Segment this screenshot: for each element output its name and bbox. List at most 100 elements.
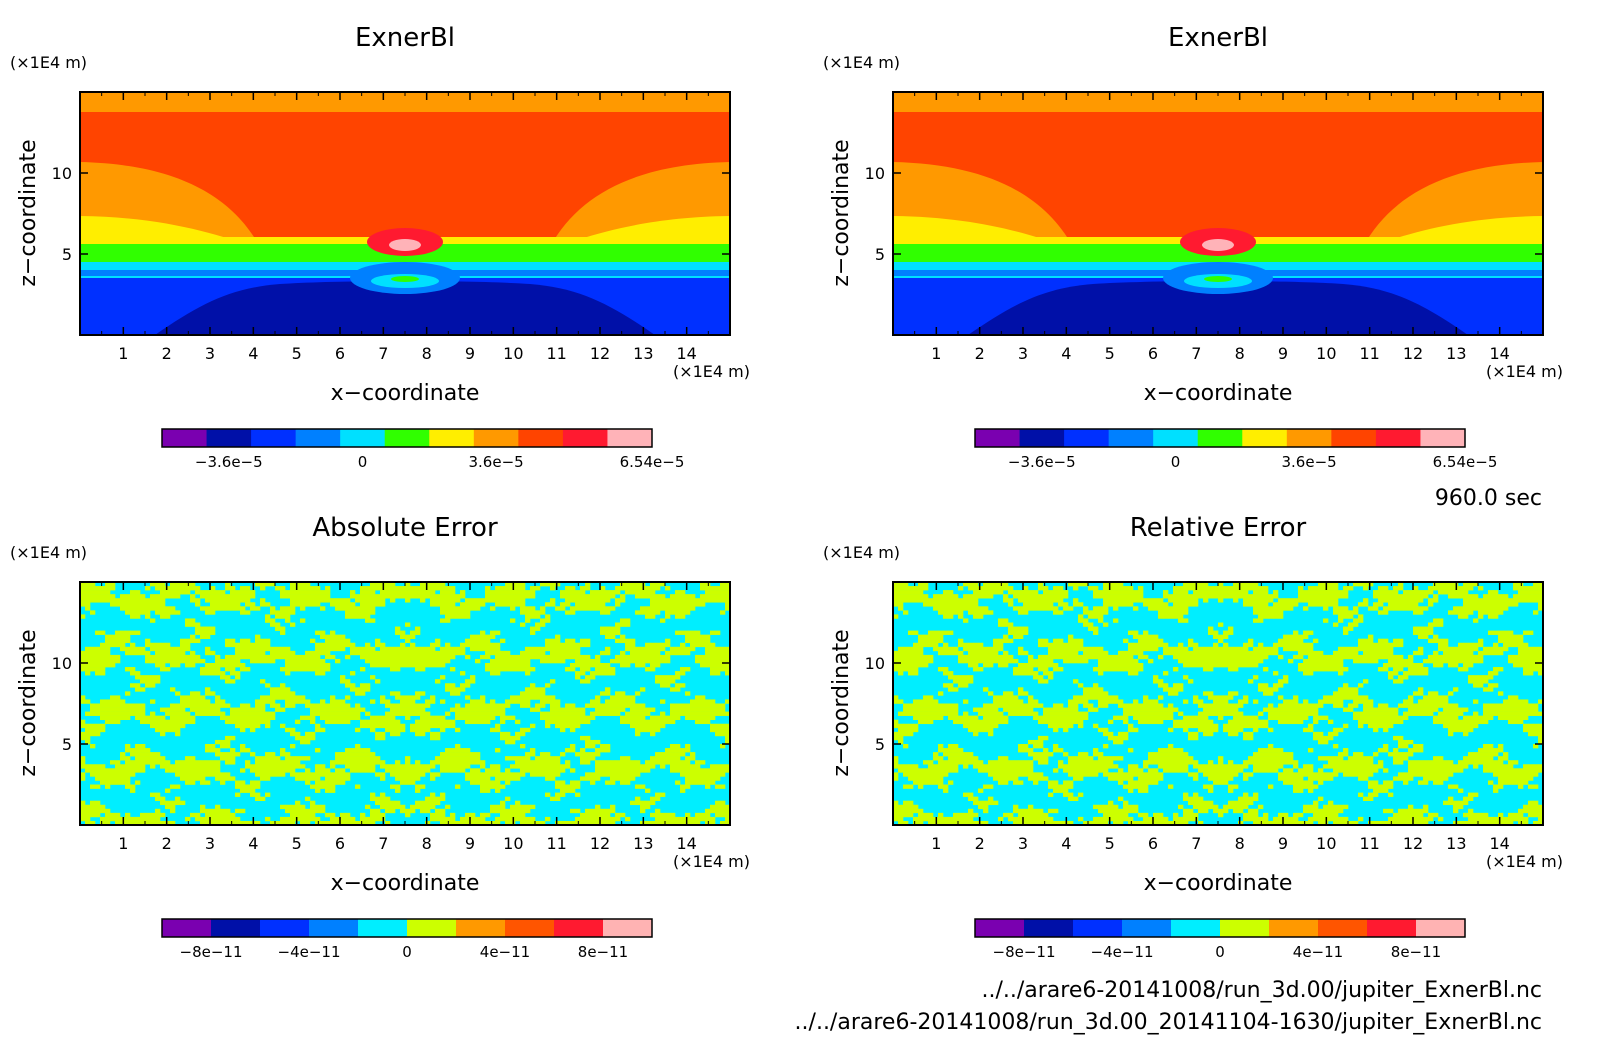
- colorbar-swatch: [1287, 429, 1332, 447]
- x-tick-label: 14: [676, 344, 696, 363]
- colorbar-tick-label: −3.6e−5: [1008, 453, 1076, 471]
- y-unit-label: (×1E4 m): [10, 543, 87, 562]
- x-tick-label: 5: [292, 834, 302, 853]
- x-tick-label: 11: [1359, 834, 1379, 853]
- colorbar-swatch: [1318, 919, 1367, 937]
- x-tick-label: 3: [1018, 344, 1028, 363]
- x-tick-label: 12: [1403, 344, 1423, 363]
- colorbar-tick-label: −4e−11: [1091, 943, 1154, 961]
- colorbar-tick-label: −8e−11: [993, 943, 1056, 961]
- y-tick-label: 10: [52, 654, 72, 673]
- contour-field: [893, 582, 1543, 825]
- colorbar-tick-label: 4e−11: [1293, 943, 1343, 961]
- x-tick-label: 11: [546, 344, 566, 363]
- x-tick-label: 12: [1403, 834, 1423, 853]
- colorbar-swatch: [1420, 429, 1465, 447]
- x-tick-label: 4: [248, 834, 258, 853]
- file-path-1: ../../arare6-20141008/run_3d.00/jupiter_…: [981, 978, 1542, 1003]
- y-tick-label: 5: [62, 245, 72, 264]
- colorbar-swatch: [162, 919, 211, 937]
- colorbar-tick-label: 8e−11: [578, 943, 628, 961]
- colorbar-swatch: [1242, 429, 1287, 447]
- colorbar-tick-label: 6.54e−5: [620, 453, 685, 471]
- x-tick-label: 10: [503, 344, 523, 363]
- y-tick-label: 10: [865, 654, 885, 673]
- x-axis-label: x−coordinate: [1144, 871, 1293, 896]
- x-tick-label: 6: [1148, 344, 1158, 363]
- colorbar-swatch: [340, 429, 385, 447]
- x-tick-label: 3: [1018, 834, 1028, 853]
- x-axis-label: x−coordinate: [1144, 381, 1293, 406]
- contour-field: [80, 92, 730, 335]
- x-tick-label: 6: [335, 834, 345, 853]
- colorbar-swatch: [162, 429, 207, 447]
- x-tick-label: 14: [1489, 834, 1509, 853]
- x-unit-label: (×1E4 m): [1486, 362, 1563, 381]
- colorbar-swatch: [474, 429, 519, 447]
- colorbar-swatch: [1331, 429, 1376, 447]
- colorbar-swatch: [1064, 429, 1109, 447]
- x-tick-label: 8: [422, 834, 432, 853]
- x-tick-label: 10: [1316, 834, 1336, 853]
- x-tick-label: 13: [633, 344, 653, 363]
- x-tick-label: 2: [162, 344, 172, 363]
- x-tick-label: 12: [590, 834, 610, 853]
- contour-field: [80, 582, 730, 825]
- x-tick-label: 8: [422, 344, 432, 363]
- colorbar-swatch: [207, 429, 252, 447]
- y-axis-label: z−coordinate: [829, 629, 854, 776]
- colorbar-tick-label: 0: [402, 943, 412, 961]
- colorbar-swatch: [358, 919, 407, 937]
- colorbar-swatch: [607, 429, 652, 447]
- x-tick-label: 9: [1278, 834, 1288, 853]
- x-tick-label: 10: [503, 834, 523, 853]
- x-tick-label: 2: [975, 834, 985, 853]
- colorbar-swatch: [563, 429, 608, 447]
- x-tick-label: 14: [1489, 344, 1509, 363]
- x-unit-label: (×1E4 m): [673, 362, 750, 381]
- x-tick-label: 8: [1235, 834, 1245, 853]
- y-axis-label: z−coordinate: [16, 629, 41, 776]
- x-tick-label: 5: [292, 344, 302, 363]
- panel-title: ExnerBl: [355, 23, 455, 53]
- x-tick-label: 1: [118, 834, 128, 853]
- colorbar-swatch: [385, 429, 430, 447]
- y-unit-label: (×1E4 m): [10, 53, 87, 72]
- colorbar-swatch: [1109, 429, 1154, 447]
- y-unit-label: (×1E4 m): [823, 53, 900, 72]
- x-tick-label: 1: [118, 344, 128, 363]
- x-tick-label: 4: [248, 344, 258, 363]
- y-unit-label: (×1E4 m): [823, 543, 900, 562]
- colorbar-swatch: [975, 429, 1020, 447]
- colorbar-tick-label: −3.6e−5: [195, 453, 263, 471]
- x-tick-label: 13: [1446, 834, 1466, 853]
- colorbar-swatch: [309, 919, 358, 937]
- colorbar-swatch: [456, 919, 505, 937]
- x-axis-label: x−coordinate: [331, 381, 480, 406]
- x-tick-label: 6: [1148, 834, 1158, 853]
- y-axis-label: z−coordinate: [16, 139, 41, 286]
- x-tick-label: 7: [1191, 344, 1201, 363]
- x-tick-label: 2: [975, 344, 985, 363]
- y-tick-label: 10: [865, 164, 885, 183]
- time-label: 960.0 sec: [1435, 486, 1542, 511]
- x-tick-label: 14: [676, 834, 696, 853]
- colorbar-swatch: [1416, 919, 1465, 937]
- colorbar-tick-label: −4e−11: [278, 943, 341, 961]
- colorbar-swatch: [407, 919, 456, 937]
- colorbar-tick-label: 0: [1215, 943, 1225, 961]
- colorbar-swatch: [211, 919, 260, 937]
- x-tick-label: 7: [378, 834, 388, 853]
- y-axis-label: z−coordinate: [829, 139, 854, 286]
- x-unit-label: (×1E4 m): [673, 852, 750, 871]
- x-unit-label: (×1E4 m): [1486, 852, 1563, 871]
- colorbar-swatch: [1171, 919, 1220, 937]
